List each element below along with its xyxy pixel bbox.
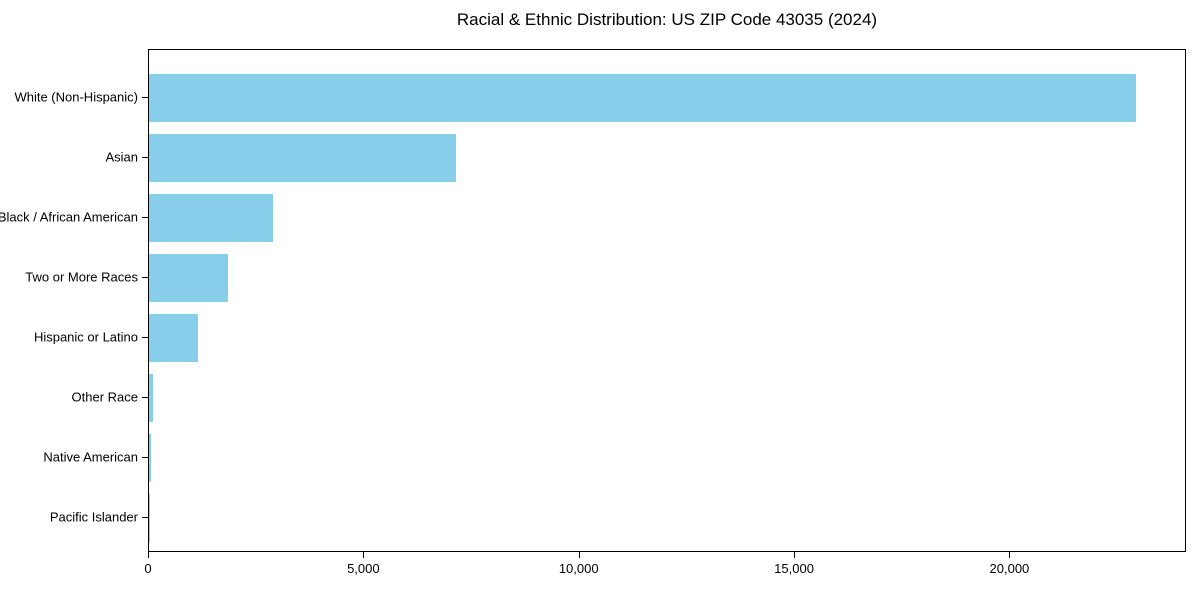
x-tick-mark bbox=[148, 552, 149, 558]
bar bbox=[149, 434, 151, 482]
y-tick-label: Hispanic or Latino bbox=[33, 329, 138, 345]
y-label-row: Black / African American bbox=[0, 187, 148, 247]
y-tick-label: Asian bbox=[105, 149, 138, 165]
y-axis-label-rows: White (Non-Hispanic) Asian Black / African… bbox=[0, 67, 148, 547]
bar-row bbox=[149, 308, 1185, 368]
y-tick-mark bbox=[142, 277, 148, 278]
y-tick-label: Black / African American bbox=[0, 209, 138, 225]
y-tick-mark bbox=[142, 397, 148, 398]
y-label-row: Two or More Races bbox=[0, 247, 148, 307]
y-tick-mark bbox=[142, 337, 148, 338]
bar-row bbox=[149, 248, 1185, 308]
y-tick-label: White (Non-Hispanic) bbox=[14, 89, 138, 105]
bar bbox=[149, 74, 1136, 122]
x-tick-label: 20,000 bbox=[989, 561, 1030, 576]
x-tick-mark bbox=[1009, 552, 1011, 558]
y-label-row: Hispanic or Latino bbox=[0, 307, 148, 367]
bar bbox=[149, 134, 456, 182]
y-tick-mark bbox=[142, 517, 148, 518]
y-tick-label: Other Race bbox=[71, 389, 138, 405]
y-label-row: White (Non-Hispanic) bbox=[0, 67, 148, 127]
chart-title: Racial & Ethnic Distribution: US ZIP Cod… bbox=[456, 10, 878, 29]
x-tick-mark bbox=[578, 552, 580, 558]
y-tick-label: Pacific Islander bbox=[49, 509, 138, 525]
x-tick-label: 0 bbox=[144, 561, 152, 576]
x-tick-label: 15,000 bbox=[774, 561, 814, 576]
y-label-row: Asian bbox=[0, 127, 148, 187]
y-label-row: Native American bbox=[0, 427, 148, 487]
y-tick-mark bbox=[142, 97, 148, 98]
y-label-row: Other Race bbox=[0, 367, 148, 427]
bar-row bbox=[149, 188, 1185, 248]
y-axis: White (Non-Hispanic) Asian Black / African… bbox=[0, 49, 148, 552]
y-tick-label: Native American bbox=[43, 449, 138, 465]
x-tick-mark bbox=[794, 552, 796, 558]
bar bbox=[149, 254, 229, 302]
y-tick-label: Two or More Races bbox=[25, 269, 138, 285]
bar-rows bbox=[149, 68, 1185, 546]
x-tick-label: 10,000 bbox=[558, 561, 599, 576]
bar-row bbox=[149, 428, 1185, 488]
y-tick-mark bbox=[142, 457, 148, 458]
bar-row bbox=[149, 368, 1185, 428]
y-label-row: Pacific Islander bbox=[0, 487, 148, 547]
bar-row bbox=[149, 488, 1185, 548]
bar bbox=[149, 374, 153, 422]
bar bbox=[149, 194, 273, 242]
bar-row bbox=[149, 68, 1185, 128]
x-tick-label: 5,000 bbox=[347, 561, 380, 576]
x-tick-mark bbox=[363, 552, 365, 558]
y-tick-mark bbox=[142, 217, 148, 218]
y-tick-mark bbox=[142, 157, 148, 158]
bar bbox=[149, 314, 198, 362]
plot-area bbox=[148, 49, 1186, 552]
bar-row bbox=[149, 128, 1185, 188]
